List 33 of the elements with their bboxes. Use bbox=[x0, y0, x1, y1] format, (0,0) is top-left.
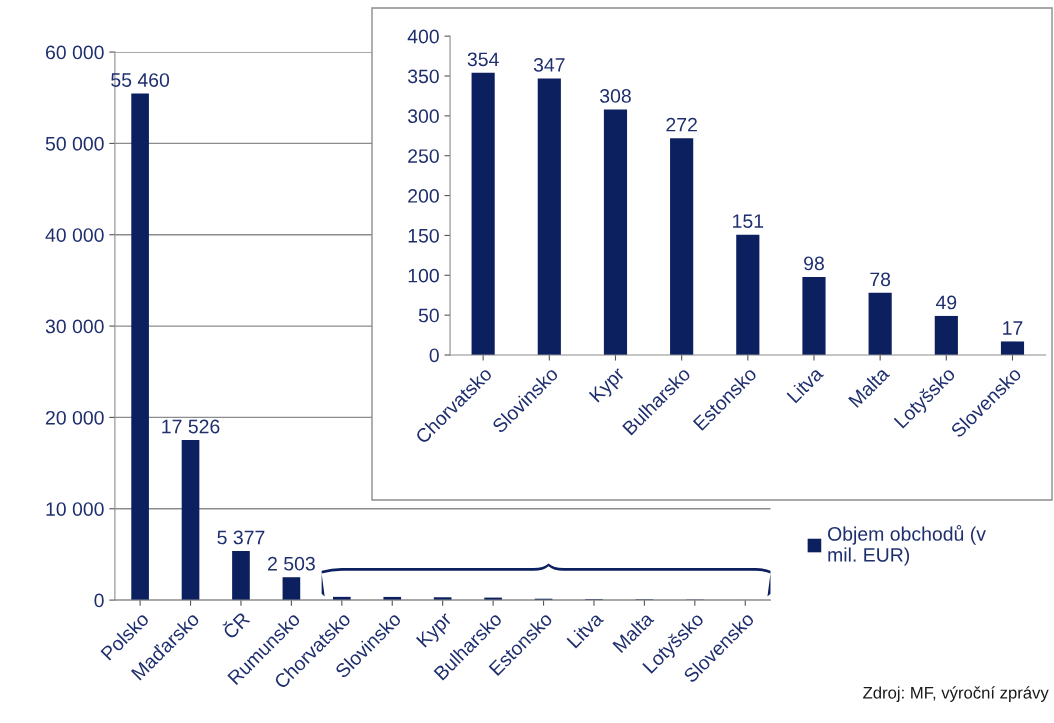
y-tick-label: 400 bbox=[407, 29, 439, 44]
y-tick-label: 50 000 bbox=[45, 136, 104, 151]
data-label: 17 526 bbox=[162, 419, 220, 434]
y-tick-label: 40 000 bbox=[45, 228, 104, 242]
y-tick-label: 0 bbox=[429, 348, 439, 363]
data-label: 354 bbox=[467, 52, 499, 67]
y-tick-label: 350 bbox=[407, 69, 439, 84]
y-tick-label: 60 000 bbox=[45, 45, 104, 60]
data-label: 2 503 bbox=[268, 556, 315, 571]
y-tick-label: 50 bbox=[418, 308, 439, 323]
y-tick-label: 300 bbox=[407, 109, 439, 124]
x-tick-label: Litva bbox=[566, 610, 605, 649]
y-tick-label: 150 bbox=[408, 228, 439, 243]
data-label: 55 460 bbox=[111, 73, 170, 87]
y-tick-label: 0 bbox=[94, 593, 104, 608]
data-label: 78 bbox=[870, 272, 891, 287]
data-label: 347 bbox=[533, 58, 565, 72]
x-tick-label: Litva bbox=[786, 365, 825, 404]
data-label: 17 bbox=[1003, 321, 1023, 335]
data-label: 49 bbox=[935, 295, 957, 310]
y-tick-label: 200 bbox=[408, 189, 439, 203]
y-tick-label: 20 000 bbox=[45, 410, 104, 425]
y-tick-label: 30 000 bbox=[45, 319, 104, 334]
legend-label: Objem obchodů (v mil. EUR) bbox=[828, 524, 986, 566]
data-label: 272 bbox=[666, 117, 697, 132]
y-tick-label: 100 bbox=[408, 268, 439, 283]
data-label: 151 bbox=[733, 214, 764, 229]
text: Zdroj: MF, výroční zprávy bbox=[863, 686, 1049, 702]
y-tick-label: 10 000 bbox=[46, 502, 104, 516]
y-tick-label: 250 bbox=[408, 149, 439, 163]
data-label: 308 bbox=[600, 89, 631, 103]
data-label: 98 bbox=[804, 256, 824, 271]
data-label: 5 377 bbox=[217, 530, 265, 545]
